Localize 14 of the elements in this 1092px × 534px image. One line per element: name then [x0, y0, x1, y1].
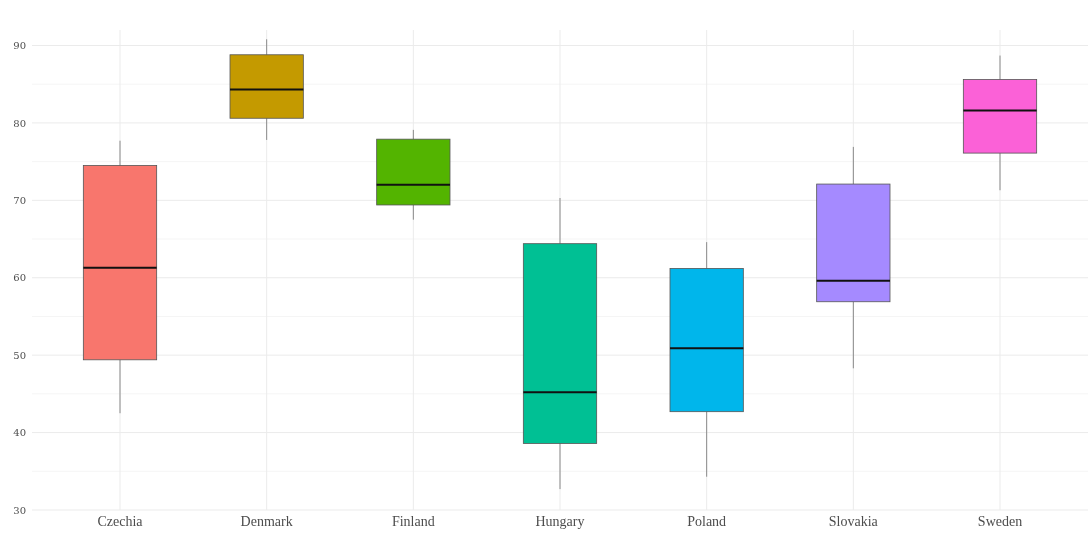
- x-tick-label: Sweden: [977, 513, 1023, 529]
- y-tick-label: 30: [13, 504, 26, 516]
- y-tick-label: 40: [13, 427, 26, 439]
- y-tick-label: 90: [13, 40, 26, 52]
- x-tick-label: Denmark: [240, 513, 293, 529]
- x-tick-label: Finland: [391, 513, 435, 529]
- x-tick-label: Slovakia: [828, 513, 879, 529]
- y-tick-label: 80: [13, 117, 26, 129]
- x-tick-label: Czechia: [97, 513, 144, 529]
- y-tick-label: 50: [13, 349, 26, 361]
- y-tick-label: 70: [13, 195, 26, 207]
- x-tick-label: Poland: [687, 513, 727, 529]
- y-tick-label: 60: [13, 272, 26, 284]
- x-tick-label: Hungary: [535, 513, 585, 529]
